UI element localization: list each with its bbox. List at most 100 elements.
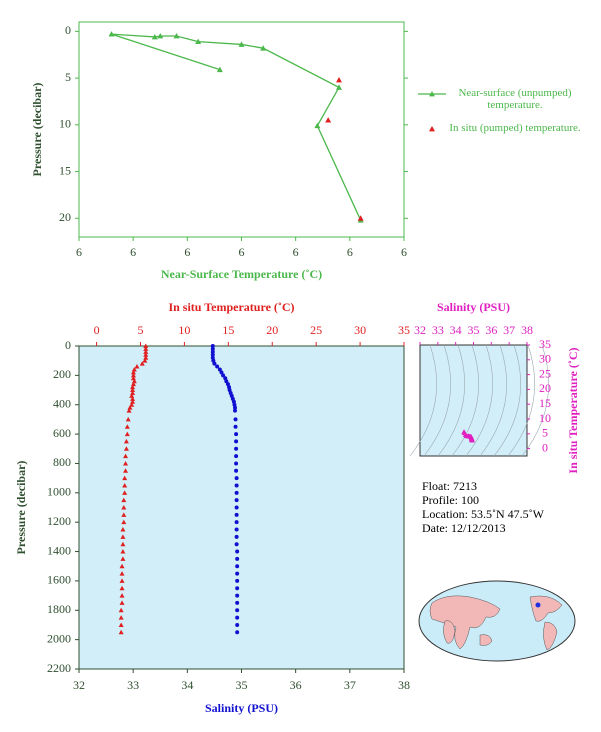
data-point — [123, 438, 129, 444]
data-point — [119, 600, 125, 605]
data-point — [235, 593, 240, 598]
data-point — [235, 556, 240, 561]
x2-tick-label: 20 — [266, 323, 278, 337]
data-point — [234, 534, 239, 539]
y-tick-label: 15 — [59, 163, 71, 177]
x-tick-label: 35 — [236, 678, 248, 692]
y-tick-label: 1200 — [47, 514, 71, 528]
x-tick-label: 33 — [127, 678, 139, 692]
data-point — [121, 512, 127, 517]
y-tick-label: 1400 — [47, 543, 71, 557]
data-point — [234, 446, 239, 451]
data-point — [129, 393, 135, 398]
data-point — [235, 549, 240, 554]
data-point — [143, 346, 149, 351]
data-point — [130, 390, 136, 395]
series-line — [111, 33, 362, 221]
data-point — [130, 384, 136, 390]
data-point — [233, 424, 238, 429]
data-point — [234, 490, 239, 495]
data-point — [235, 571, 240, 576]
y-axis-label: In situ Temperature (˚C) — [566, 347, 580, 473]
ts-point — [469, 437, 475, 443]
plot-area — [78, 345, 405, 670]
density-contour — [437, 344, 465, 457]
data-point — [130, 399, 136, 404]
data-point — [215, 364, 220, 369]
data-point — [143, 352, 149, 357]
data-point — [130, 387, 136, 393]
data-point — [130, 369, 136, 375]
density-contour — [409, 344, 437, 457]
y-tick-label: 1000 — [47, 485, 71, 499]
x-axis-label: Salinity (PSU) — [437, 300, 510, 314]
data-point — [129, 402, 135, 407]
data-point — [123, 460, 129, 466]
data-point — [336, 76, 342, 83]
x-axis-label: Near-Surface Temperature (˚C) — [161, 267, 322, 281]
data-point — [260, 45, 267, 51]
y-tick-label: 200 — [53, 367, 71, 381]
data-point — [234, 483, 239, 488]
float-info: Location: 53.5˚N 47.5˚W — [422, 507, 545, 521]
y-tick-label: 600 — [53, 426, 71, 440]
data-point — [134, 364, 140, 369]
data-point — [131, 378, 137, 384]
data-point — [234, 512, 239, 517]
data-point — [121, 519, 127, 525]
data-point — [314, 122, 321, 129]
data-point — [325, 117, 332, 123]
data-point — [210, 352, 215, 357]
y-tick-label: 0 — [65, 338, 71, 352]
x-tick-label: 34 — [181, 678, 193, 692]
x-tick-label: 37 — [344, 678, 356, 692]
data-point — [142, 358, 148, 363]
data-point — [234, 468, 239, 473]
y-tick-label: 35 — [539, 337, 551, 351]
y-tick-label: 5 — [65, 70, 71, 84]
y-tick-label: 800 — [53, 455, 71, 469]
data-point — [119, 585, 125, 591]
data-point — [120, 556, 126, 561]
x-tick-label: 36 — [290, 678, 302, 692]
plot-area — [419, 344, 528, 457]
x-tick-label: 34 — [450, 323, 462, 337]
data-point — [118, 622, 124, 627]
y-tick-label: 20 — [59, 210, 71, 224]
x-tick-label: 32 — [414, 323, 426, 337]
data-point — [130, 372, 136, 378]
legend-marker — [429, 91, 435, 97]
data-point — [235, 622, 240, 627]
data-point — [124, 424, 130, 429]
data-point — [235, 564, 240, 569]
density-contour — [451, 344, 479, 457]
data-point — [143, 343, 149, 348]
data-point — [234, 520, 239, 525]
data-point — [143, 355, 149, 360]
data-point — [119, 593, 125, 598]
data-point — [118, 629, 124, 635]
x-tick-label: 6 — [347, 245, 353, 259]
y-tick-label: 10 — [59, 117, 71, 131]
data-point — [122, 482, 128, 488]
data-point — [234, 432, 239, 437]
density-contour — [521, 344, 549, 457]
data-point — [124, 431, 130, 437]
data-point — [130, 375, 136, 381]
data-point — [122, 475, 128, 481]
data-point — [123, 446, 129, 451]
data-point — [139, 361, 145, 366]
float-info: Date: 12/12/2013 — [422, 521, 506, 535]
x-tick-label: 32 — [73, 678, 85, 692]
x-tick-label: 35 — [468, 323, 480, 337]
y-tick-label: 1800 — [47, 602, 71, 616]
x-tick-label: 38 — [521, 323, 533, 337]
y-axis-label: Pressure (decibar) — [14, 461, 28, 555]
data-point — [125, 416, 131, 422]
x2-tick-label: 10 — [178, 323, 190, 337]
y-axis-label: Pressure (decibar) — [30, 83, 44, 177]
data-point — [217, 367, 222, 372]
x2-tick-label: 35 — [398, 323, 410, 337]
